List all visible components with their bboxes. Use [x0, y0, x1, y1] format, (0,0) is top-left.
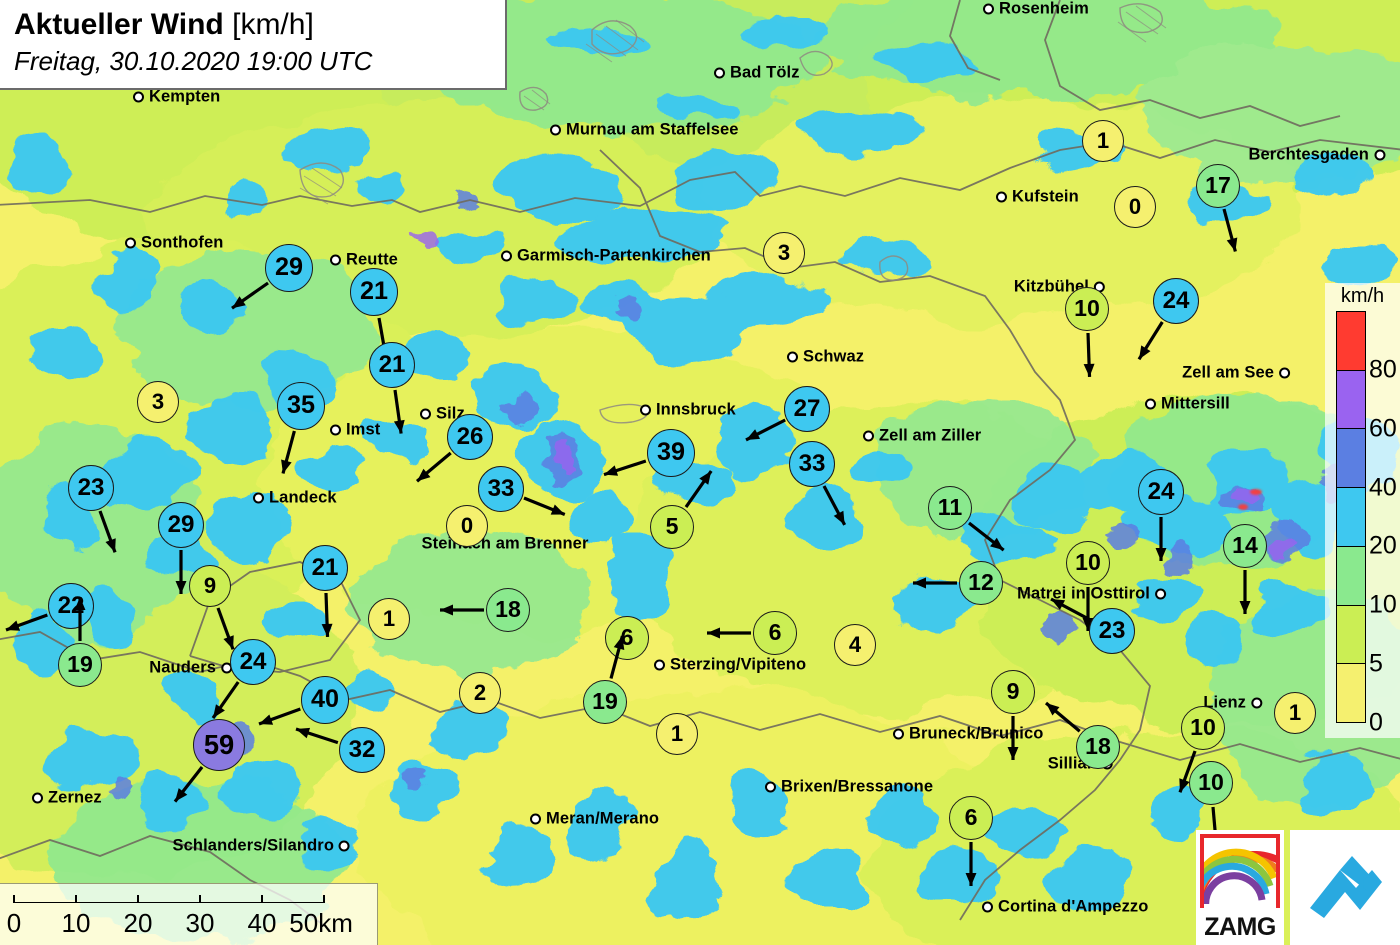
legend-tick-label: 20 [1369, 531, 1397, 560]
legend-band [1337, 663, 1365, 723]
scale-label: 10 [61, 908, 91, 938]
mountain-chevron-icon [1310, 856, 1382, 918]
map-title-main: Aktueller Wind [14, 8, 224, 41]
scale-label: 50km [289, 908, 353, 938]
scale-tick [323, 895, 325, 903]
color-legend: km/h 80 60 40 20 10 5 0 [1325, 283, 1400, 738]
blue-chevron-logo [1290, 830, 1400, 945]
scale-rule-line [14, 902, 324, 903]
scale-label: 30 [185, 908, 215, 938]
legend-tick-label: 0 [1369, 708, 1383, 737]
legend-band [1337, 545, 1365, 605]
scale-label: 20 [123, 908, 153, 938]
map-title-datetime: Freitag, 30.10.2020 19:00 UTC [14, 46, 373, 76]
legend-unit-label: km/h [1340, 285, 1385, 307]
map-scale-bar: 0 10 20 30 40 50km [0, 883, 378, 945]
legend-band [1337, 369, 1365, 429]
scale-label: 0 [6, 908, 22, 938]
scale-tick [13, 895, 15, 903]
scale-label: 40 [247, 908, 277, 938]
map-title: Aktueller Wind [km/h] [14, 6, 495, 44]
scale-tick [137, 895, 139, 903]
legend-color-bar [1336, 311, 1366, 723]
zamg-rainbow [1200, 834, 1280, 908]
scale-tick [199, 895, 201, 903]
legend-band [1337, 428, 1365, 488]
legend-tick-label: 80 [1369, 355, 1397, 384]
scale-tick [261, 895, 263, 903]
map-title-unit: [km/h] [232, 8, 314, 41]
rainbow-arcs-icon [1204, 848, 1276, 908]
legend-tick-label: 5 [1369, 649, 1383, 678]
legend-band [1337, 487, 1365, 546]
zamg-logo: ZAMG [1196, 830, 1284, 945]
legend-tick-label: 60 [1369, 414, 1397, 443]
legend-band [1337, 312, 1365, 370]
legend-tick-label: 10 [1369, 590, 1397, 619]
legend-tick-label: 40 [1369, 473, 1397, 502]
scale-tick [75, 895, 77, 903]
map-title-box: Aktueller Wind [km/h] Freitag, 30.10.202… [0, 0, 507, 90]
zamg-wordmark: ZAMG [1204, 913, 1276, 941]
legend-band [1337, 604, 1365, 664]
